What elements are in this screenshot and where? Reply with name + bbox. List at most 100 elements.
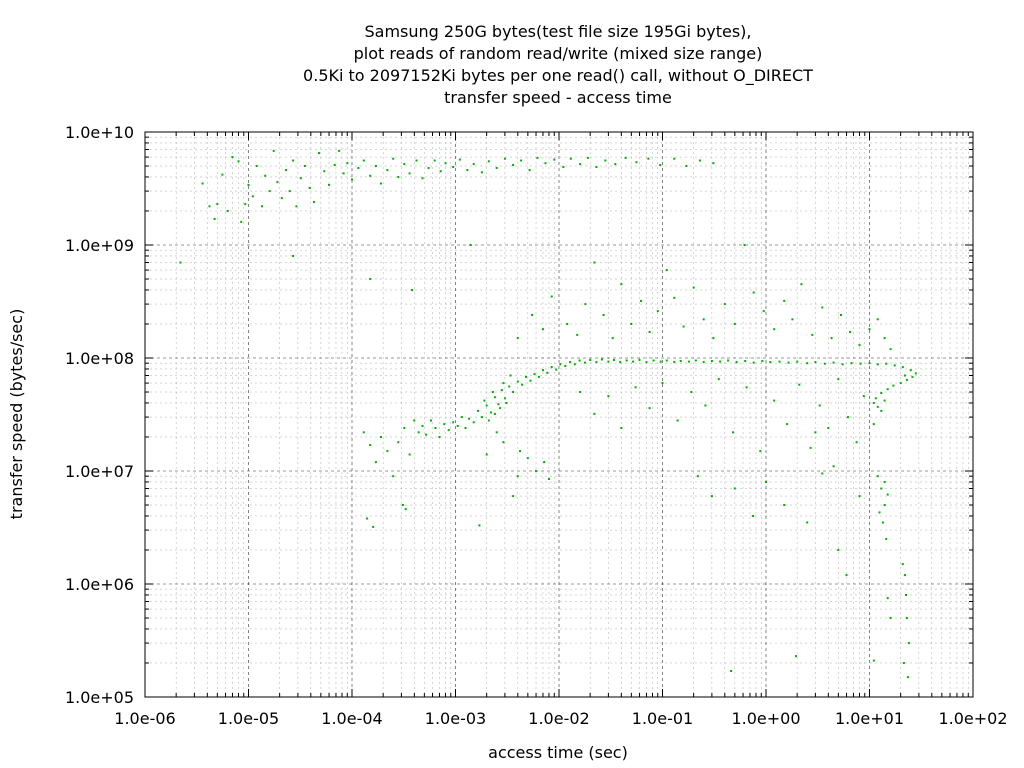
data-point: [379, 436, 382, 438]
data-point: [478, 524, 481, 527]
data-point: [566, 323, 569, 325]
data-point: [800, 283, 803, 286]
data-point: [698, 159, 701, 162]
data-point: [868, 362, 871, 365]
data-point: [823, 362, 826, 365]
data-point: [595, 166, 598, 168]
data-point: [914, 372, 917, 375]
data-point: [886, 597, 889, 600]
data-point: [730, 670, 733, 672]
data-point: [447, 429, 450, 432]
data-point: [240, 220, 243, 223]
data-point: [830, 337, 833, 340]
data-point: [645, 361, 648, 364]
x-axis-label: access time (sec): [488, 743, 628, 762]
data-point: [469, 244, 472, 246]
data-point: [535, 470, 537, 472]
data-point: [516, 337, 519, 340]
data-point: [477, 409, 479, 412]
data-point: [885, 362, 888, 365]
data-point: [512, 391, 515, 393]
data-point: [752, 291, 755, 294]
data-point: [366, 517, 369, 520]
data-point: [502, 441, 505, 444]
data-point: [727, 359, 730, 362]
data-point: [837, 549, 840, 551]
data-point: [295, 205, 298, 208]
data-point: [346, 162, 349, 165]
data-point: [386, 450, 389, 453]
data-point: [280, 197, 283, 200]
data-point: [821, 472, 824, 475]
data-point: [883, 504, 886, 506]
data-point: [712, 162, 715, 165]
data-point: [237, 160, 240, 163]
data-point: [529, 379, 532, 382]
data-point: [369, 174, 372, 177]
data-point: [905, 378, 908, 381]
data-point: [876, 405, 879, 408]
data-point: [397, 441, 400, 444]
data-point: [528, 169, 531, 172]
data-point: [589, 359, 592, 361]
data-point: [717, 378, 720, 381]
data-point: [901, 563, 904, 566]
data-point: [876, 363, 879, 366]
data-point: [882, 521, 884, 524]
y-tick-label: 1.0e+10: [65, 123, 134, 142]
data-point: [682, 325, 685, 328]
data-point: [850, 362, 853, 365]
data-point: [744, 360, 747, 362]
data-point: [392, 475, 395, 478]
data-point: [497, 403, 500, 406]
data-point: [362, 431, 365, 434]
data-point: [502, 382, 505, 385]
data-point: [872, 659, 875, 662]
data-point: [868, 328, 871, 331]
data-point: [676, 419, 679, 422]
data-point: [889, 617, 892, 619]
y-tick-label: 1.0e+05: [65, 688, 134, 707]
data-point: [284, 169, 287, 172]
data-point: [620, 283, 623, 286]
data-point: [787, 361, 790, 364]
data-point: [472, 163, 475, 166]
data-point: [593, 412, 596, 415]
data-point: [553, 158, 556, 161]
data-point: [903, 374, 906, 377]
x-tick-label: 1.0e-06: [114, 709, 175, 728]
data-point: [493, 412, 496, 415]
data-point: [840, 314, 842, 316]
data-point: [548, 478, 550, 480]
data-point: [647, 157, 650, 160]
data-point: [845, 574, 848, 577]
data-point: [586, 156, 589, 159]
data-point: [687, 360, 690, 363]
data-point: [443, 423, 446, 426]
data-point: [765, 481, 767, 483]
data-point: [827, 427, 830, 429]
data-point: [745, 386, 748, 389]
data-point: [880, 409, 883, 412]
data-point: [584, 303, 587, 306]
data-point: [620, 427, 623, 429]
data-point: [408, 172, 411, 175]
data-point: [783, 299, 786, 302]
data-point: [773, 328, 776, 331]
data-point: [404, 508, 407, 511]
title-line-4: transfer speed - access time: [444, 88, 672, 107]
data-point: [508, 385, 511, 388]
data-point: [710, 495, 713, 498]
data-point: [268, 190, 271, 193]
data-point: [883, 399, 886, 402]
y-axis-ticks: 1.0e+05 1.0e+06 1.0e+07 1.0e+08 1.0e+09 1.0e+…: [65, 123, 973, 707]
data-point: [357, 167, 360, 169]
data-point: [733, 487, 736, 490]
x-tick-label: 1.0e-04: [321, 709, 382, 728]
data-point: [858, 344, 861, 347]
x-tick-label: 1.0e-01: [632, 709, 693, 728]
data-point: [902, 662, 905, 664]
data-point: [892, 384, 895, 387]
data-point: [849, 331, 852, 333]
